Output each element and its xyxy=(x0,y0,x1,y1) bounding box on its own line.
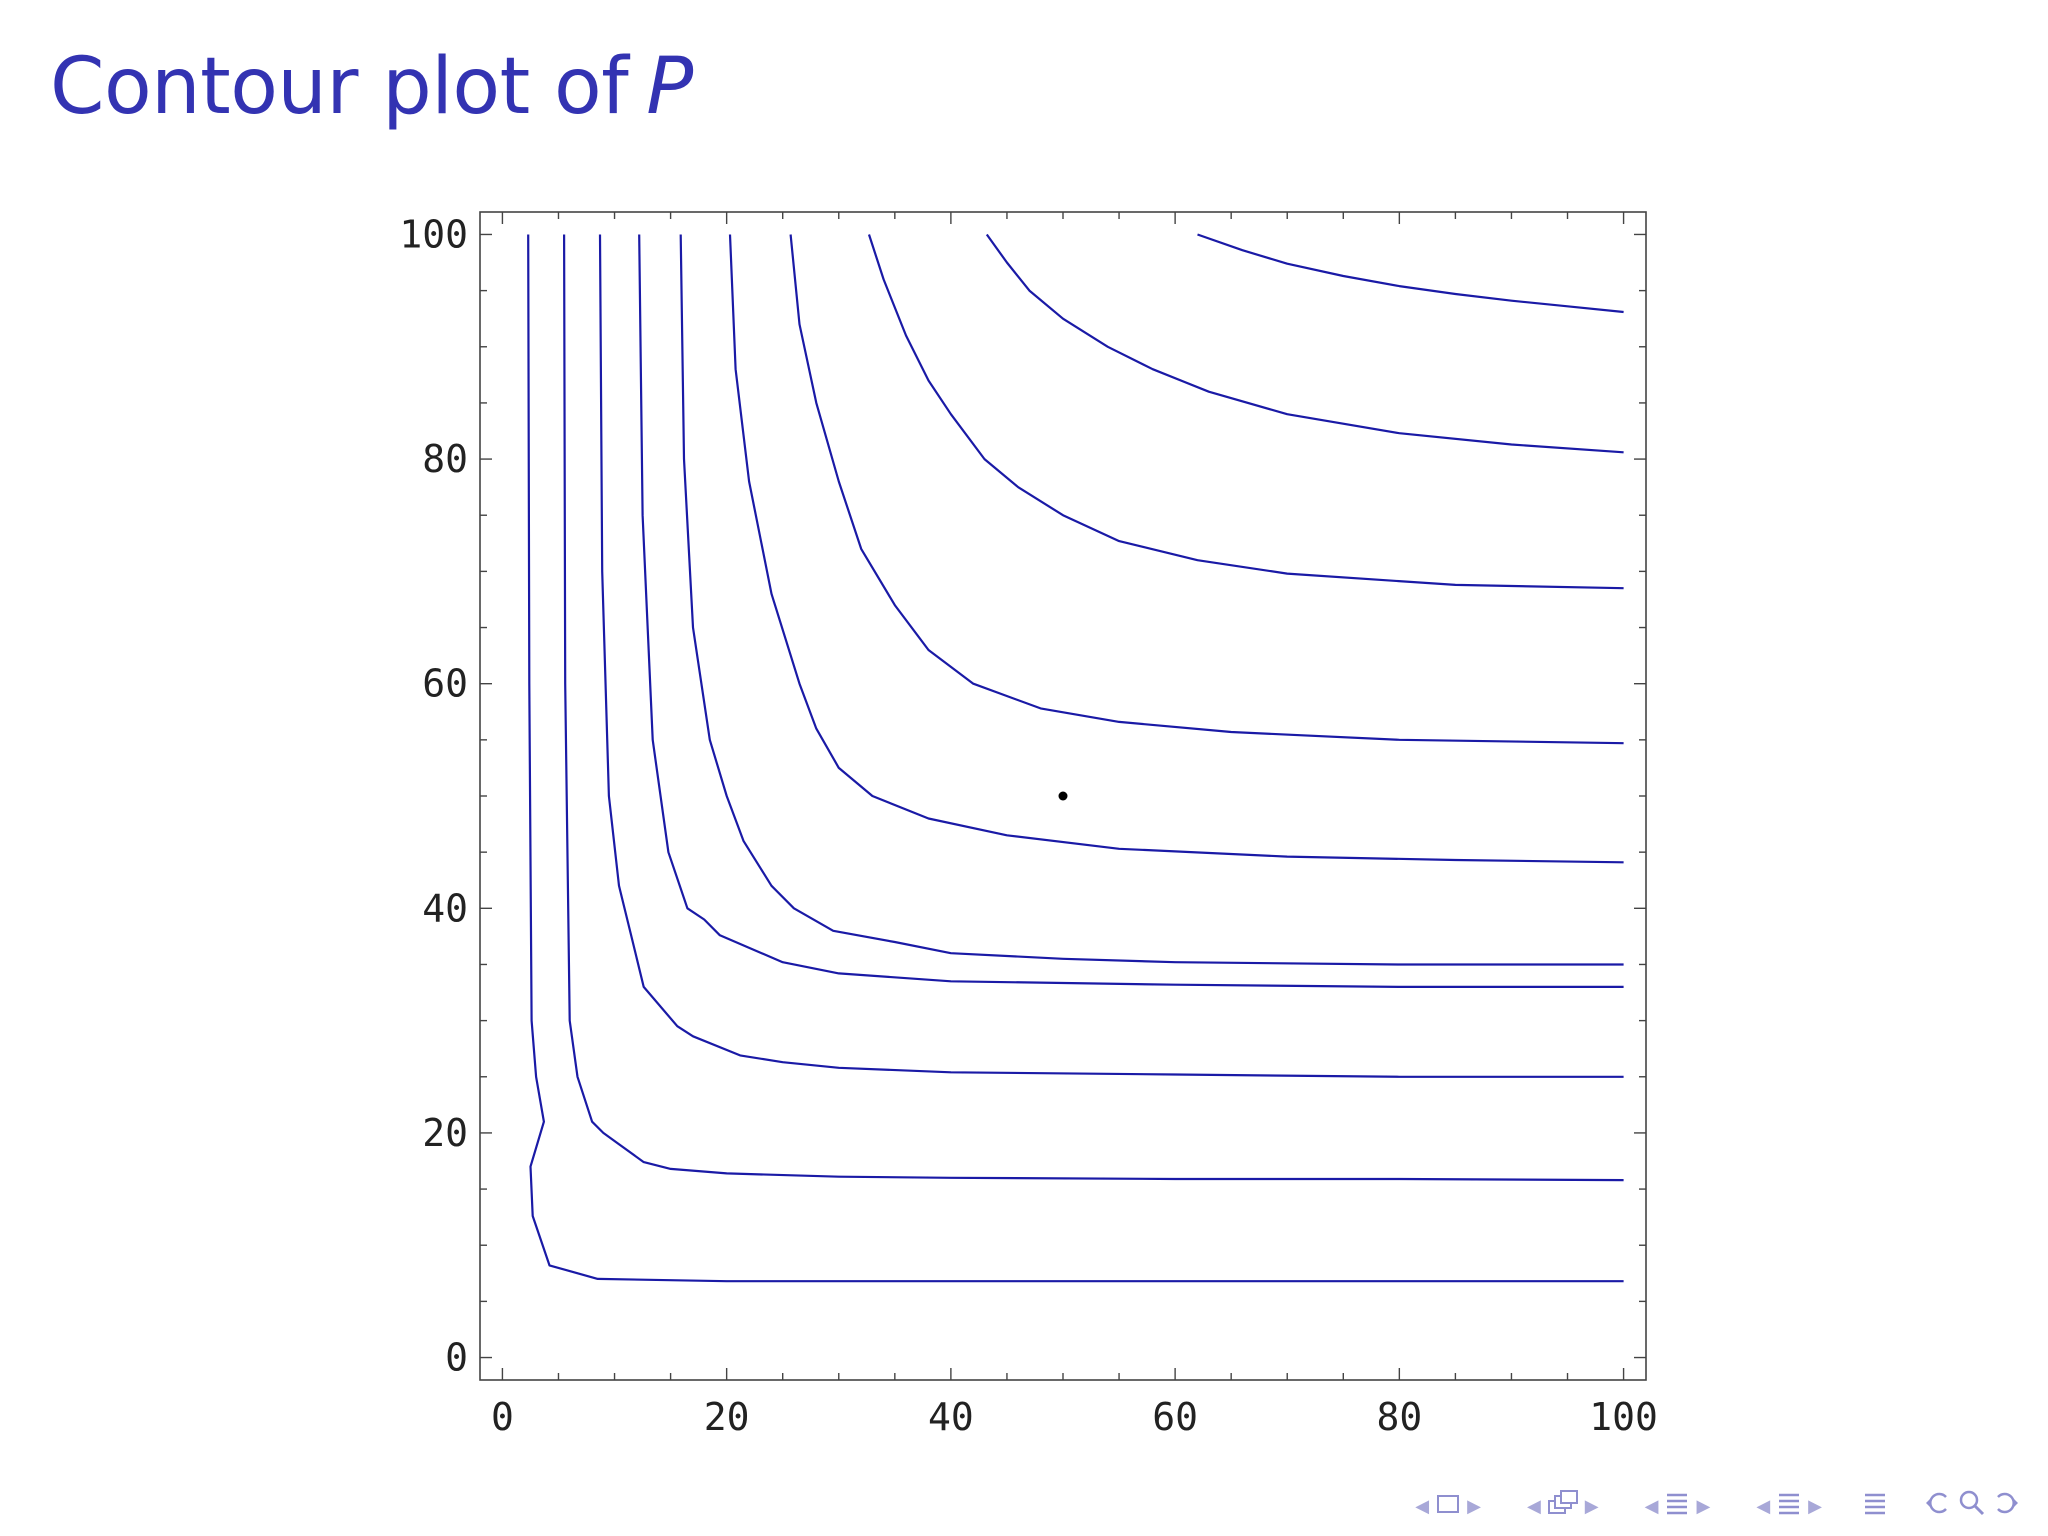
contour-line-7 xyxy=(789,234,1624,745)
contour-line-3 xyxy=(598,234,1624,1078)
beamer-navigation-bar: ◀ ▶ ◀ ▶ ◀ ▶ ◀ ▶ xyxy=(1375,1489,2022,1524)
subsection-next-icon[interactable]: ▶ xyxy=(1584,1496,1599,1517)
y-tick-label: 20 xyxy=(422,1111,468,1155)
section-icon[interactable] xyxy=(1664,1490,1690,1523)
marked-point xyxy=(1058,791,1068,801)
contour-line-2 xyxy=(563,234,1624,1182)
slide-title: Contour plot of P xyxy=(50,42,693,132)
frame-prev-icon[interactable]: ◀ xyxy=(1415,1496,1430,1517)
tools-nav-group[interactable] xyxy=(1922,1489,2022,1524)
x-tick-label: 40 xyxy=(928,1395,974,1439)
y-tick-label: 100 xyxy=(399,212,468,256)
x-tick-label: 100 xyxy=(1589,1395,1658,1439)
appendix-icon[interactable] xyxy=(1862,1490,1888,1523)
contour-line-5 xyxy=(679,234,1624,966)
slide-title-variable: P xyxy=(646,42,693,132)
section-prev-icon[interactable]: ◀ xyxy=(1644,1496,1659,1517)
x-tick-label: 20 xyxy=(704,1395,750,1439)
contour-line-10 xyxy=(1197,233,1624,314)
slide-title-text: Contour plot of xyxy=(50,42,629,132)
undo-icon[interactable] xyxy=(1992,1490,2022,1523)
contour-line-1 xyxy=(527,234,1624,1283)
slide-icon[interactable] xyxy=(1776,1490,1802,1523)
contour-lines xyxy=(527,233,1624,1283)
appendix-nav-group[interactable] xyxy=(1862,1490,1888,1523)
subsection-prev-icon[interactable]: ◀ xyxy=(1526,1496,1541,1517)
tick-labels: 0 20 40 60 80 100 0 20 40 60 80 100 xyxy=(399,212,1658,1439)
contour-line-8 xyxy=(867,234,1624,590)
frame-next-icon[interactable]: ▶ xyxy=(1467,1496,1481,1517)
subsection-icon[interactable] xyxy=(1547,1489,1579,1524)
frame-nav-group[interactable]: ◀ ▶ xyxy=(1409,1492,1487,1522)
x-tick-label: 60 xyxy=(1152,1395,1198,1439)
y-tick-label: 0 xyxy=(445,1336,468,1380)
search-icon[interactable] xyxy=(1958,1489,1986,1524)
section-nav-group[interactable]: ◀ ▶ xyxy=(1639,1490,1717,1523)
back-icon[interactable] xyxy=(1922,1490,1952,1523)
contour-line-9 xyxy=(985,233,1624,454)
x-tick-label: 80 xyxy=(1376,1395,1422,1439)
slide-prev-icon[interactable]: ◀ xyxy=(1756,1496,1771,1517)
subsection-nav-group[interactable]: ◀ ▶ xyxy=(1521,1489,1605,1524)
y-tick-label: 80 xyxy=(422,437,468,481)
y-tick-label: 60 xyxy=(422,662,468,706)
frame-icon[interactable] xyxy=(1435,1492,1461,1522)
section-next-icon[interactable]: ▶ xyxy=(1696,1496,1711,1517)
contour-line-6 xyxy=(728,234,1624,864)
slide-nav-group[interactable]: ◀ ▶ xyxy=(1750,1490,1828,1523)
x-tick-label: 0 xyxy=(491,1395,514,1439)
plot-axes xyxy=(479,211,1647,1381)
contour-line-4 xyxy=(638,234,1624,988)
y-tick-label: 40 xyxy=(422,886,468,930)
slide-next-icon[interactable]: ▶ xyxy=(1808,1496,1822,1517)
